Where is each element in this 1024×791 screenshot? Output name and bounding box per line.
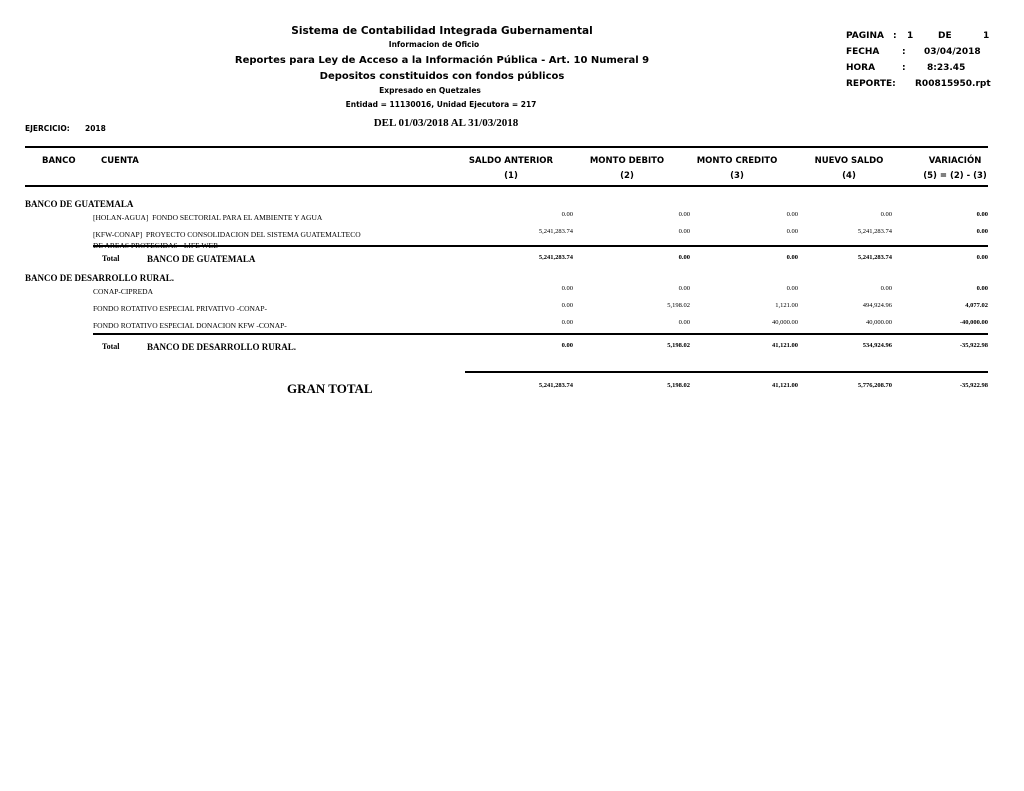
- entity-info: Entidad = 11130016, Unidad Ejecutora = 2…: [345, 100, 537, 109]
- total-amount: 0.00: [561, 342, 573, 349]
- account-name: CONAP-CIPREDA: [93, 287, 154, 296]
- report-title: Reportes para Ley de Acceso a la Informa…: [234, 55, 650, 66]
- rule: [465, 371, 988, 373]
- total-amount: 0.00: [976, 254, 988, 261]
- column-subheader: (4): [842, 171, 856, 181]
- grand-total-amount: 5,241,283.74: [538, 382, 573, 389]
- account-name: FONDO ROTATIVO ESPECIAL PRIVATIVO -CONAP…: [93, 304, 267, 313]
- date: 03/04/2018: [924, 47, 981, 57]
- amount: 494,924.96: [862, 302, 892, 309]
- period: DEL 01/03/2018 AL 31/03/2018: [373, 117, 519, 129]
- grand-total-amount: 5,776,208.70: [857, 382, 892, 389]
- account-name: [KFW-CONAP] PROYECTO CONSOLIDACION DEL S…: [93, 230, 361, 250]
- meta-label: REPORTE:: [846, 79, 896, 89]
- amount: 0.00: [561, 302, 573, 309]
- total-amount: 5,241,283.74: [857, 254, 892, 261]
- column-header: BANCO: [42, 156, 76, 166]
- amount: 0.00: [786, 285, 798, 292]
- report-id: R00815950.rpt: [915, 79, 991, 89]
- total-label: Total: [102, 342, 120, 351]
- total-amount: 0.00: [678, 254, 690, 261]
- rule: [25, 185, 988, 187]
- column-subheader: (3): [730, 171, 744, 181]
- ejercicio: 2018: [85, 124, 106, 133]
- column-header: VARIACIÓN: [928, 156, 982, 166]
- column-subheader: (5) = (2) - (3): [923, 171, 987, 181]
- amount: 40,000.00: [866, 319, 892, 326]
- column-header: SALDO ANTERIOR: [468, 156, 554, 166]
- amount: 0.00: [976, 285, 988, 292]
- total-amount: -35,922.98: [959, 342, 988, 349]
- report-description: Depositos constituidos con fondos públic…: [319, 71, 565, 82]
- report-system-title: Sistema de Contabilidad Integrada Gubern…: [291, 25, 593, 37]
- amount: 0.00: [678, 285, 690, 292]
- amount: 0.00: [678, 228, 690, 235]
- rule: [25, 146, 988, 148]
- meta-label: FECHA: [846, 47, 880, 57]
- rule: [93, 333, 988, 335]
- grand-total-amount: 5,198.02: [667, 382, 690, 389]
- column-header: MONTO DEBITO: [589, 156, 665, 166]
- meta-colon: :: [893, 31, 897, 41]
- amount: 0.00: [786, 211, 798, 218]
- grand-total-label: GRAN TOTAL: [287, 381, 373, 396]
- column-header: CUENTA: [101, 156, 139, 166]
- amount: 0.00: [880, 285, 892, 292]
- total-amount: 5,198.02: [667, 342, 690, 349]
- column-header: MONTO CREDITO: [696, 156, 778, 166]
- column-subheader: (1): [504, 171, 518, 181]
- currency-note: Expresado en Quetzales: [379, 86, 481, 95]
- total-bank-name: BANCO DE GUATEMALA: [147, 254, 256, 264]
- meta-label: HORA: [846, 63, 876, 73]
- amount: 0.00: [678, 319, 690, 326]
- rule: [93, 245, 988, 247]
- account-name: [HOLAN-AGUA] FONDO SECTORIAL PARA EL AMB…: [93, 213, 323, 222]
- amount: 5,198.02: [667, 302, 690, 309]
- meta-colon: :: [902, 47, 906, 57]
- amount: 0.00: [786, 228, 798, 235]
- bank-name: BANCO DE GUATEMALA: [25, 199, 134, 209]
- meta-label: DE: [938, 31, 952, 41]
- total-amount: 0.00: [786, 254, 798, 261]
- total-label: Total: [102, 254, 120, 263]
- meta-colon: :: [902, 63, 906, 73]
- amount: 1,121.00: [775, 302, 798, 309]
- total-amount: 534,924.96: [862, 342, 892, 349]
- total-amount: 5,241,283.74: [538, 254, 573, 261]
- page-number: 1: [907, 31, 914, 41]
- amount: 0.00: [976, 211, 988, 218]
- total-amount: 41,121.00: [772, 342, 798, 349]
- account-name: FONDO ROTATIVO ESPECIAL DONACION KFW -CO…: [93, 321, 287, 330]
- grand-total-amount: 41,121.00: [772, 382, 798, 389]
- bank-name: BANCO DE DESARROLLO RURAL.: [25, 273, 175, 283]
- amount: 40,000.00: [772, 319, 798, 326]
- amount: 0.00: [678, 211, 690, 218]
- amount: 5,241,283.74: [857, 228, 892, 235]
- ejercicio-label: EJERCICIO:: [25, 124, 70, 133]
- amount: 0.00: [880, 211, 892, 218]
- amount: 0.00: [976, 228, 988, 235]
- column-subheader: (2): [620, 171, 634, 181]
- amount: 4,077.02: [965, 302, 988, 309]
- total-bank-name: BANCO DE DESARROLLO RURAL.: [147, 342, 297, 352]
- amount: 0.00: [561, 211, 573, 218]
- meta-label: PAGINA: [846, 31, 884, 41]
- grand-total-amount: -35,922.98: [959, 382, 988, 389]
- amount: 0.00: [561, 285, 573, 292]
- column-header: NUEVO SALDO: [814, 156, 884, 166]
- report-subtitle: Informacion de Oficio: [388, 40, 480, 49]
- time: 8:23.45: [927, 63, 966, 73]
- amount: -40,000.00: [959, 319, 988, 326]
- page-total: 1: [983, 31, 990, 41]
- amount: 0.00: [561, 319, 573, 326]
- amount: 5,241,283.74: [538, 228, 573, 235]
